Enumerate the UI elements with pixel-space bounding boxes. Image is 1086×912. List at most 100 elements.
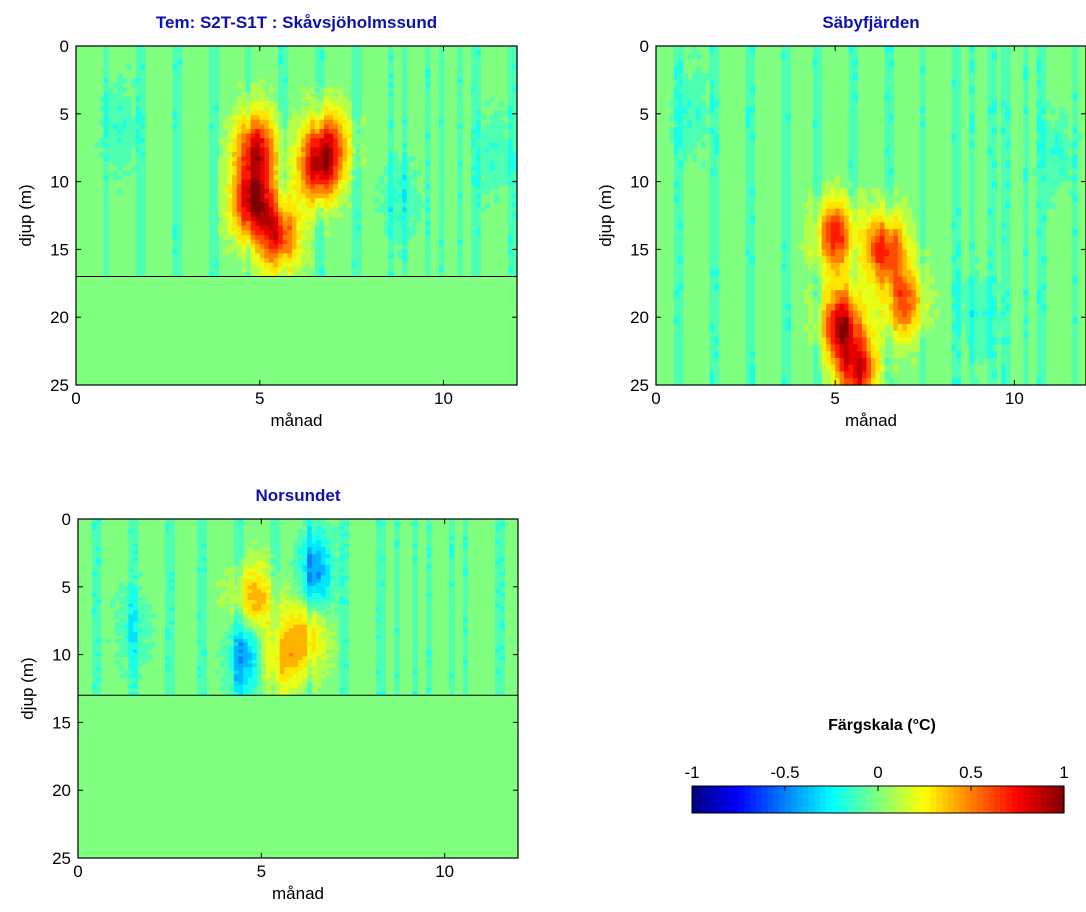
contour-cell [282,253,288,259]
contour-cell [951,161,957,169]
contour-cell [848,52,854,61]
contour-cell [388,147,394,153]
contour-cell [305,244,311,250]
contour-cell [337,110,344,116]
contour-cell [871,256,877,264]
contour-cell [172,198,178,204]
contour-cell [197,681,203,686]
contour-cell [140,179,146,185]
contour-cell [268,271,275,278]
contour-cell [296,138,302,144]
contour-cell [223,211,229,218]
contour-cell [1059,140,1065,149]
contour-cell [128,621,134,626]
contour-cell [337,175,344,181]
contour-cell [177,175,183,181]
contour-cell [342,110,348,116]
contour-cell [356,239,362,245]
contour-cell [268,211,275,218]
contour-cell [356,188,362,195]
contour-cell [201,571,207,577]
contour-cell [821,215,827,223]
contour-cell [969,290,975,298]
contour-cell [969,120,975,128]
contour-cell [241,152,247,158]
contour-cell [310,101,316,107]
contour-cell [215,600,221,605]
contour-cell [1059,113,1065,122]
contour-cell [250,96,256,102]
contour-cell [425,115,431,121]
contour-cell [233,688,240,693]
contour-cell [243,568,249,573]
contour-cell [229,585,235,591]
contour-cell [826,337,832,345]
contour-cell [119,607,125,612]
contour-cell [991,269,998,278]
contour-cell [238,522,244,527]
contour-cell [507,175,513,181]
contour-cell [273,262,279,268]
contour-cell [875,310,881,318]
contour-cell [229,607,235,612]
contour-cell [243,596,249,601]
contour-cell [893,303,899,312]
contour-cell [324,105,330,112]
contour-cell [1023,303,1029,312]
contour-cell [785,127,791,135]
contour-cell [987,323,993,332]
contour-cell [128,561,134,566]
contour-cell [324,170,330,176]
contour-cell [785,147,791,156]
contour-cell [333,124,339,130]
contour-cell [696,120,702,128]
contour-cell [133,621,139,626]
contour-cell [682,154,688,162]
contour-cell [388,262,394,268]
contour-cell [475,78,481,84]
contour-cell [785,269,791,278]
contour-cell [227,142,233,149]
contour-cell [844,303,850,312]
contour-cell [844,256,850,264]
contour-cell [714,235,720,244]
contour-cell [897,201,903,210]
contour-cell [1045,140,1051,149]
contour-cell [142,642,148,647]
contour-cell [987,364,993,373]
contour-cell [1005,229,1011,237]
contour-cell [960,296,966,305]
contour-cell [471,73,477,79]
contour-cell [503,161,509,167]
contour-cell [1054,127,1060,135]
contour-cell [750,208,756,217]
contour-cell [848,351,854,359]
contour-cell [392,221,399,227]
contour-cell [137,652,143,658]
contour-cell [103,87,109,93]
contour-cell [826,303,832,312]
contour-cell [264,175,270,181]
contour-cell [319,101,325,107]
contour-cell [301,128,307,135]
contour-cell [238,688,244,693]
contour-cell [438,170,445,176]
contour-cell [884,113,890,122]
contour-cell [247,571,253,577]
contour-cell [406,207,412,213]
contour-cell [333,179,339,185]
contour-cell [117,188,123,195]
contour-cell [951,378,957,386]
contour-cell [128,663,134,668]
contour-cell [512,184,518,190]
contour-cell [821,378,827,386]
contour-cell [826,344,832,352]
contour-cell [245,198,252,204]
contour-cell [888,140,894,149]
contour-cell [471,128,477,135]
chart-title: Tem: S2T-S1T : Skåvsjöholmssund [156,13,437,32]
contour-cell [119,674,125,679]
contour-cell [223,188,229,195]
contour-cell [172,59,178,66]
contour-cell [785,378,791,386]
